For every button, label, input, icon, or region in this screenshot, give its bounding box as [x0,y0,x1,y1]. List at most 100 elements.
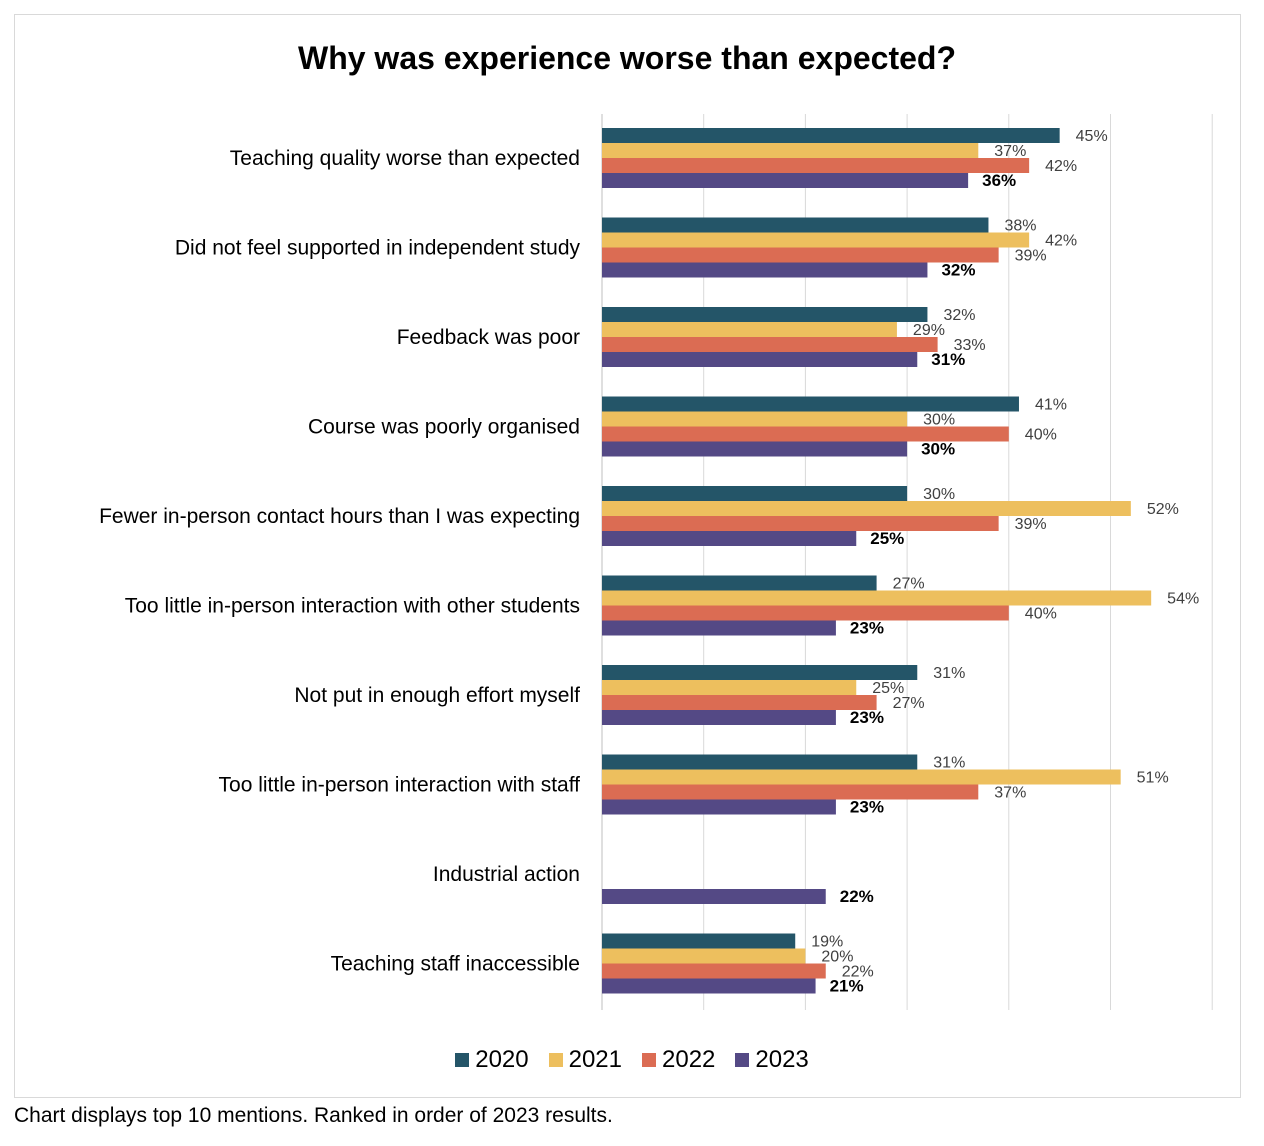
value-label: 39% [1015,516,1047,533]
bar-2023 [602,889,826,904]
legend: 2020 2021 2022 2023 [0,1046,1264,1074]
bar-2021 [602,232,1030,248]
category-label: Industrial action [433,863,580,886]
bar-2020 [602,665,918,680]
bar-2023 [602,173,969,188]
value-label: 25% [872,680,904,697]
value-label: 20% [821,949,853,966]
bar-2020 [602,396,1019,412]
value-label: 30% [923,486,955,503]
legend-swatch [548,1053,563,1067]
category-labels: Teaching quality worse than expected Did … [99,147,580,976]
value-label: 40% [1025,427,1057,444]
value-label: 22% [842,964,874,981]
bar-2022 [602,337,938,352]
bar-2020 [602,754,918,770]
category-label: Too little in-person interaction with st… [219,774,581,797]
value-label: 37% [994,785,1026,802]
legend-item: 2022 [642,1046,715,1074]
bar-2023 [602,710,836,725]
category-label: Feedback was poor [397,326,580,349]
bar-2022 [602,247,999,263]
bar-chart: Teaching quality worse than expected Did … [99,114,1213,1010]
bar-2023 [602,799,836,815]
value-label: 31% [931,350,965,369]
bar-2021 [602,948,806,964]
value-label: 22% [840,887,874,906]
bar-2021 [602,143,979,158]
bar-2022 [602,426,1009,442]
bar-2022 [602,605,1009,621]
value-label: 21% [830,977,864,996]
value-label: 31% [933,755,965,772]
bar-2021 [602,769,1121,785]
legend-label: 2023 [755,1046,809,1073]
value-label: 42% [1045,233,1077,250]
bar-2022 [602,158,1030,173]
category-label: Course was poorly organised [308,416,580,439]
bar-2023 [602,441,908,457]
legend-swatch [735,1053,750,1067]
chart-frame [14,14,1241,1098]
legend-label: 2022 [662,1046,716,1073]
value-label: 27% [893,695,925,712]
value-label: 42% [1045,158,1077,175]
bars [602,128,1152,994]
value-label: 23% [850,798,884,817]
value-label: 32% [943,307,975,324]
bar-2020 [602,575,877,591]
category-label: Too little in-person interaction with ot… [125,595,580,618]
value-label: 52% [1147,501,1179,518]
bar-2020 [602,217,989,233]
value-labels: 45%37%42%36%38%42%39%32%32%29%33%31%41%3… [811,128,1199,996]
legend-item: 2021 [548,1046,622,1074]
value-label: 39% [1015,248,1047,265]
value-label: 29% [913,322,945,339]
bar-2021 [602,322,897,337]
value-label: 25% [870,529,904,548]
bar-2022 [602,516,999,531]
value-label: 54% [1167,591,1199,608]
value-label: 31% [933,665,965,682]
legend-swatch [455,1053,470,1067]
chart-title: Why was experience worse than expected? [297,40,956,76]
category-label: Fewer in-person contact hours than I was… [99,505,580,528]
value-label: 51% [1137,770,1169,787]
bar-2020 [602,307,928,322]
bar-2022 [602,784,979,800]
value-label: 37% [994,143,1026,160]
category-label: Did not feel supported in independent st… [175,237,581,260]
value-label: 38% [1004,218,1036,235]
bar-2023 [602,978,816,994]
bar-2022 [602,695,877,710]
legend-label: 2021 [568,1046,622,1073]
category-label: Teaching quality worse than expected [230,147,580,170]
value-label: 30% [921,440,955,459]
legend-swatch [642,1053,656,1067]
legend-item: 2023 [735,1046,809,1074]
value-label: 32% [941,261,975,280]
bar-2022 [602,963,826,979]
value-label: 30% [923,412,955,429]
value-label: 27% [893,576,925,593]
bar-2023 [602,531,857,546]
bar-2023 [602,262,928,278]
bar-2021 [602,590,1152,606]
legend-label: 2020 [475,1046,529,1073]
value-label: 40% [1025,606,1057,623]
footnote: Chart displays top 10 mentions. Ranked i… [14,1104,613,1127]
value-label: 23% [850,619,884,638]
value-label: 45% [1076,128,1108,145]
value-label: 19% [811,934,843,951]
bar-2021 [602,411,908,427]
bar-2021 [602,680,857,695]
category-label: Teaching staff inaccessible [331,953,580,976]
bar-2021 [602,501,1131,516]
bar-2023 [602,352,918,367]
value-label: 23% [850,708,884,727]
value-label: 41% [1035,397,1067,414]
value-label: 33% [954,337,986,354]
bar-2023 [602,620,836,636]
category-label: Not put in enough effort myself [294,684,580,707]
legend-item: 2020 [455,1046,529,1074]
